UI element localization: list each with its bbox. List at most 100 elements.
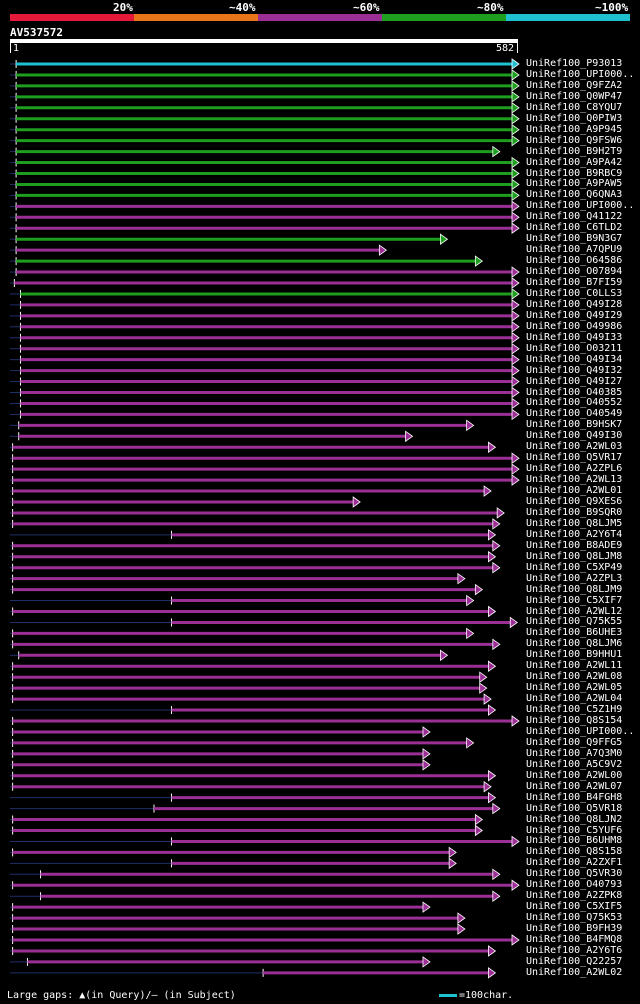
hit-row[interactable]	[10, 244, 388, 256]
hit-label[interactable]: UniRef100_O40385	[526, 386, 623, 398]
hit-label[interactable]: UniRef100_Q49I29	[526, 309, 623, 321]
hit-label[interactable]: UniRef100_UPI000..	[526, 725, 635, 737]
hit-label[interactable]: UniRef100_C5Z1H9	[526, 704, 623, 716]
hit-label[interactable]: UniRef100_A2WL12	[526, 605, 623, 617]
hit-label[interactable]: UniRef100_O40793	[526, 879, 623, 891]
hit-row[interactable]	[10, 813, 484, 826]
hit-row[interactable]	[10, 255, 484, 267]
hit-row[interactable]	[10, 58, 520, 70]
hit-row[interactable]	[10, 627, 475, 640]
hit-label[interactable]: UniRef100_B6UHM8	[526, 835, 623, 847]
hit-label[interactable]: UniRef100_UPI000..	[526, 68, 635, 80]
hit-row[interactable]	[10, 638, 501, 651]
hit-row[interactable]	[10, 737, 475, 749]
hit-row[interactable]	[10, 890, 501, 902]
hit-row[interactable]	[10, 430, 414, 443]
hit-label[interactable]: UniRef100_A9P945	[526, 123, 623, 135]
hit-row[interactable]	[10, 780, 492, 793]
hit-label[interactable]: UniRef100_Q8S158	[526, 846, 623, 858]
hit-row[interactable]	[10, 288, 520, 300]
hit-label[interactable]: UniRef100_B9FH39	[526, 923, 623, 935]
hit-row[interactable]	[10, 233, 449, 245]
hit-label[interactable]: UniRef100_C6TLD2	[526, 222, 623, 234]
hit-label[interactable]: UniRef100_A2WL04	[526, 693, 623, 705]
hit-row[interactable]	[10, 846, 457, 859]
hit-row[interactable]	[10, 189, 520, 202]
hit-row[interactable]	[10, 452, 520, 464]
hit-label[interactable]: UniRef100_B4FMQ8	[526, 934, 623, 945]
hit-row[interactable]	[10, 529, 497, 541]
hit-row[interactable]	[10, 912, 466, 924]
hit-label[interactable]: UniRef100_C5YUF6	[526, 824, 623, 836]
hit-row[interactable]	[10, 835, 520, 848]
hit-label[interactable]: UniRef100_A2WL08	[526, 671, 623, 683]
hit-label[interactable]: UniRef100_Q8LJM8	[526, 550, 623, 562]
hit-label[interactable]: UniRef100_C5XIF5	[526, 901, 623, 913]
hit-row[interactable]	[10, 134, 520, 147]
hit-row[interactable]	[10, 868, 501, 881]
hit-row[interactable]	[10, 945, 497, 957]
hit-row[interactable]	[10, 660, 497, 673]
hit-row[interactable]	[10, 791, 497, 804]
hit-row[interactable]	[10, 967, 497, 979]
hit-label[interactable]: UniRef100_B8ADE9	[526, 539, 623, 551]
hit-row[interactable]	[10, 463, 520, 475]
hit-row[interactable]	[10, 156, 520, 169]
hit-label[interactable]: UniRef100_A2Y6T6	[526, 944, 623, 956]
hit-row[interactable]	[10, 386, 520, 399]
hit-row[interactable]	[10, 178, 520, 191]
hit-label[interactable]: UniRef100_Q9FSW6	[526, 134, 623, 146]
hit-row[interactable]	[10, 879, 520, 892]
hit-row[interactable]	[10, 726, 431, 738]
hit-row[interactable]	[10, 540, 501, 552]
hit-row[interactable]	[10, 616, 518, 629]
hit-label[interactable]: UniRef100_A2WL03	[526, 441, 623, 453]
hit-row[interactable]	[10, 353, 520, 366]
hit-row[interactable]	[10, 277, 520, 289]
hit-row[interactable]	[10, 649, 449, 662]
hit-label[interactable]: UniRef100_Q5VR17	[526, 452, 623, 464]
hit-label[interactable]: UniRef100_Q9FZA2	[526, 79, 623, 91]
hit-row[interactable]	[10, 507, 505, 519]
hit-label[interactable]: UniRef100_B9HSK7	[526, 419, 623, 431]
hit-row[interactable]	[10, 474, 520, 486]
hit-label[interactable]: UniRef100_A2ZPL3	[526, 572, 623, 584]
hit-row[interactable]	[10, 375, 520, 388]
hit-row[interactable]	[10, 419, 475, 432]
hit-label[interactable]: UniRef100_O49986	[526, 320, 623, 332]
hit-row[interactable]	[10, 102, 520, 114]
hit-label[interactable]: UniRef100_P93013	[526, 58, 623, 69]
hit-row[interactable]	[10, 266, 520, 278]
hit-label[interactable]: UniRef100_Q5VR18	[526, 802, 623, 814]
hit-row[interactable]	[10, 934, 520, 946]
hit-label[interactable]: UniRef100_Q49I27	[526, 375, 623, 387]
hit-row[interactable]	[10, 496, 361, 508]
hit-row[interactable]	[10, 769, 497, 782]
hit-row[interactable]	[10, 200, 520, 213]
hit-label[interactable]: UniRef100_O03211	[526, 342, 623, 354]
hit-label[interactable]: UniRef100_Q5VR30	[526, 868, 623, 880]
hit-row[interactable]	[10, 364, 520, 377]
hit-label[interactable]: UniRef100_C8YQU7	[526, 101, 623, 113]
hit-label[interactable]: UniRef100_A2ZXF1	[526, 857, 623, 869]
hit-row[interactable]	[10, 408, 520, 421]
hit-label[interactable]: UniRef100_Q75K55	[526, 616, 623, 628]
hit-row[interactable]	[10, 342, 520, 355]
hit-label[interactable]: UniRef100_Q0PIW3	[526, 112, 623, 124]
hit-label[interactable]: UniRef100_O64586	[526, 255, 623, 267]
hit-label[interactable]: UniRef100_B7FI59	[526, 277, 623, 288]
hit-row[interactable]	[10, 583, 484, 596]
hit-row[interactable]	[10, 550, 497, 563]
hit-row[interactable]	[10, 397, 520, 410]
hit-label[interactable]: UniRef100_A2ZPK8	[526, 890, 623, 902]
hit-row[interactable]	[10, 299, 520, 311]
hit-label[interactable]: UniRef100_A2WL01	[526, 485, 623, 497]
hit-row[interactable]	[10, 485, 492, 497]
hit-label[interactable]: UniRef100_B9H2T9	[526, 145, 623, 157]
hit-label[interactable]: UniRef100_A2ZPL6	[526, 463, 623, 475]
hit-row[interactable]	[10, 715, 520, 727]
hit-label[interactable]: UniRef100_O07894	[526, 266, 623, 278]
hit-row[interactable]	[10, 802, 501, 815]
hit-row[interactable]	[10, 824, 484, 837]
hit-label[interactable]: UniRef100_Q49I28	[526, 298, 623, 310]
